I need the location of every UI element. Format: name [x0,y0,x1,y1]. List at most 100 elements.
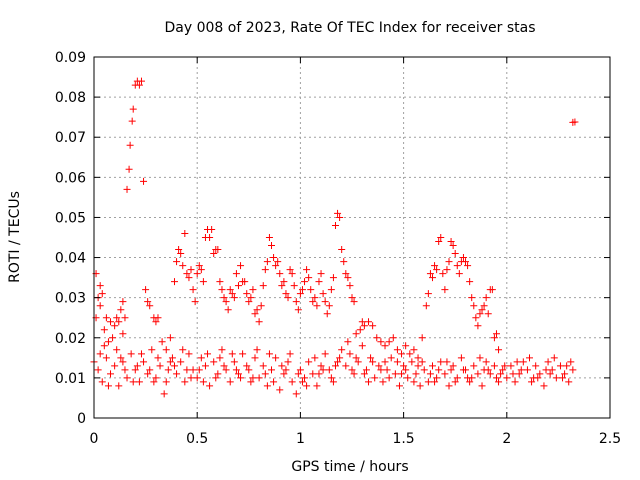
data-point [109,334,117,342]
data-point [204,350,212,358]
data-point [160,390,168,398]
x-tick-label: 2.5 [599,431,621,447]
data-point [393,358,401,366]
data-point [113,314,121,322]
data-point [107,318,115,326]
data-point [449,362,457,370]
data-point [247,378,255,386]
data-point [441,286,449,294]
data-point [102,314,110,322]
data-point [410,346,418,354]
data-point [274,258,282,266]
data-point [111,362,119,370]
data-point [348,366,356,374]
data-point [191,298,199,306]
data-point [259,282,267,290]
data-point [410,378,418,386]
data-point [294,306,302,314]
data-point [183,270,191,278]
data-point [346,282,354,290]
data-point [146,302,154,310]
data-point [346,350,354,358]
y-tick-label: 0.01 [55,371,86,387]
data-point [288,270,296,278]
data-point [119,298,127,306]
data-point [220,362,228,370]
data-point [195,366,203,374]
data-point [317,362,325,370]
data-point [311,294,319,302]
data-point [331,362,339,370]
data-point [170,362,178,370]
data-point [495,346,503,354]
data-point [189,366,197,374]
data-point [154,354,162,362]
data-point [338,346,346,354]
data-point [259,362,267,370]
data-point [296,366,304,374]
data-point [166,358,174,366]
data-point [137,77,145,85]
data-point [237,262,245,270]
data-point [234,370,242,378]
data-point [352,354,360,362]
data-point [323,310,331,318]
data-point [146,366,154,374]
data-point [362,366,370,374]
data-point [303,266,311,274]
data-point [402,342,410,350]
data-point [321,298,329,306]
data-point [360,322,368,330]
data-point [177,250,185,258]
data-point [152,318,160,326]
data-point [480,302,488,310]
data-point [156,362,164,370]
data-point [94,366,102,374]
data-point [158,338,166,346]
data-point [371,374,379,382]
data-point [358,318,366,326]
data-point [126,141,134,149]
data-point [278,282,286,290]
data-point [317,270,325,278]
y-tick-label: 0.06 [55,170,86,186]
data-point [462,258,470,266]
data-point [226,286,234,294]
data-point [218,346,226,354]
data-point [327,286,335,294]
data-point [464,262,472,270]
data-point [98,290,106,298]
data-point [515,370,523,378]
data-point [276,270,284,278]
data-point [197,266,205,274]
data-point [206,234,214,241]
data-point [121,314,129,322]
data-point [270,254,278,262]
data-point [387,354,395,362]
data-point [542,366,550,374]
data-point [239,350,247,358]
data-point [377,366,385,374]
y-tick-label: 0.09 [55,50,86,66]
data-point [358,342,366,350]
data-point [253,346,261,354]
data-point [315,370,323,378]
y-tick-label: 0 [77,411,86,427]
data-point [305,358,313,366]
data-point [431,262,439,270]
x-tick-label: 1.5 [392,431,414,447]
data-point [365,318,373,326]
data-point [428,274,436,282]
data-point [377,338,385,346]
data-point [474,370,482,378]
data-point [329,274,337,282]
data-point [102,354,110,362]
data-point [559,374,567,382]
data-point [385,374,393,382]
data-point [532,362,540,370]
data-point [135,81,143,89]
y-tick-label: 0.08 [55,90,86,106]
data-point [237,374,245,382]
data-point [113,346,121,354]
y-axis-label: ROTI / TECUs [7,191,23,283]
